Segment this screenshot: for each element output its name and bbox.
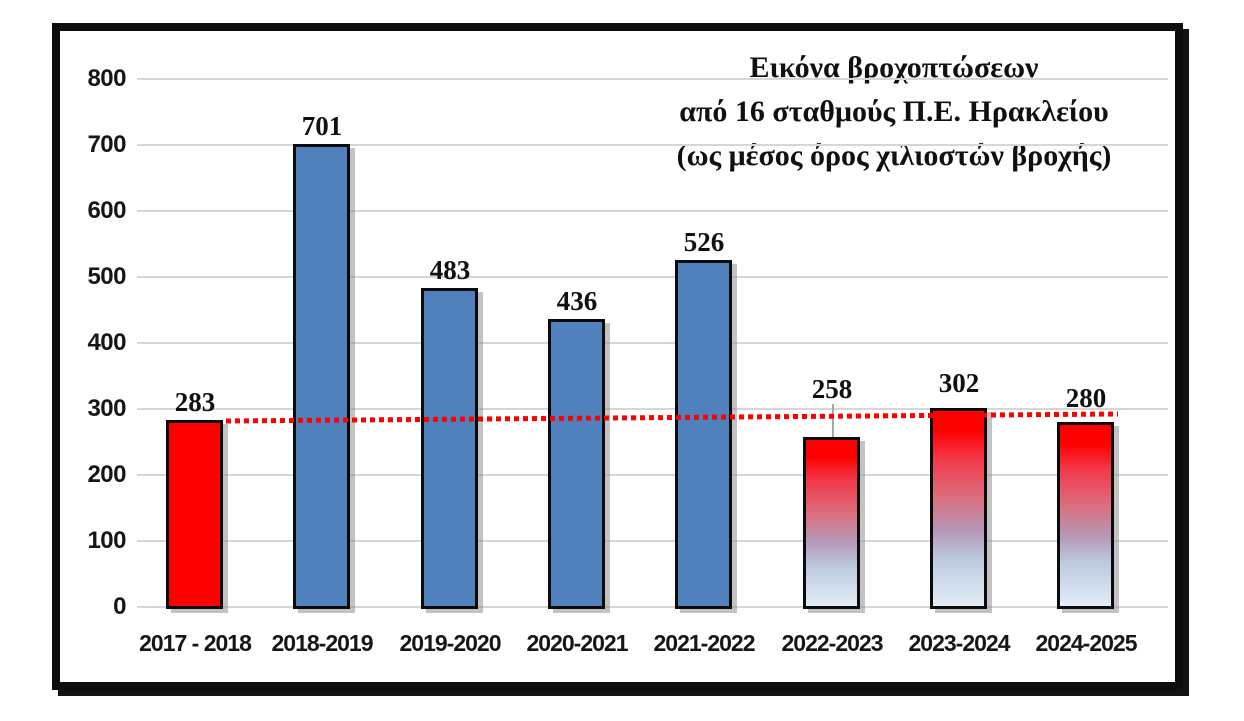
gridline-400 <box>137 342 1168 344</box>
bar-value-label: 283 <box>174 387 216 418</box>
chart-title-line-1: Εικόνα βροχοπτώσεων <box>749 51 1039 84</box>
x-axis-tick-label: 2019-2020 <box>399 630 502 656</box>
gridline-600 <box>137 210 1168 212</box>
label-leader-line <box>832 404 834 437</box>
bar-2020-2021 <box>548 319 605 609</box>
bar-2019-2020 <box>421 288 478 609</box>
bar-2017-2018 <box>166 420 223 609</box>
bar-2018-2019 <box>293 144 350 609</box>
y-axis-tick-label: 400 <box>87 329 126 356</box>
gridline-0 <box>137 606 1168 608</box>
y-axis-tick-label: 300 <box>87 395 126 422</box>
y-axis-tick-label: 600 <box>87 197 126 224</box>
x-axis-tick-label: 2017 - 2018 <box>139 630 252 656</box>
bar-2024-2025 <box>1057 422 1114 609</box>
chart-title-line-3: (ως μέσος όρος χιλιοστών βροχής) <box>676 139 1112 172</box>
bar-value-label: 280 <box>1065 383 1107 413</box>
bar-value-label: 302 <box>938 368 980 398</box>
bar-2021-2022 <box>675 259 732 609</box>
gridline-200 <box>137 474 1168 476</box>
y-axis-tick-label: 200 <box>87 461 126 488</box>
x-axis-tick-label: 2022-2023 <box>781 630 884 656</box>
gridline-800 <box>137 78 1168 80</box>
chart-title: Εικόνα βροχοπτώσεων από 16 σταθμούς Π.Ε.… <box>615 46 1173 178</box>
bar-2023-2024 <box>930 407 987 609</box>
gridline-300 <box>137 408 1168 410</box>
x-axis-tick-label: 2023-2024 <box>908 630 1011 656</box>
y-axis-tick-label: 800 <box>87 65 126 92</box>
bar-value-label: 436 <box>556 286 598 317</box>
chart-frame <box>52 23 1183 690</box>
chart-title-line-2: από 16 σταθμούς Π.Ε. Ηρακλείου <box>679 95 1109 128</box>
x-axis-tick-label: 2018-2019 <box>271 630 374 656</box>
bar-value-label: 258 <box>811 374 853 404</box>
bar-2022-2023 <box>803 436 860 609</box>
y-axis-tick-label: 500 <box>87 263 126 290</box>
bar-value-label: 526 <box>683 226 725 257</box>
x-axis-tick-label: 2020-2021 <box>526 630 629 656</box>
y-axis-tick-label: 700 <box>87 131 126 158</box>
gridline-500 <box>137 276 1168 278</box>
gridline-100 <box>137 540 1168 542</box>
gridline-700 <box>137 144 1168 146</box>
y-axis-tick-label: 100 <box>87 527 126 554</box>
y-axis-tick-label: 0 <box>113 593 126 620</box>
bar-value-label: 701 <box>301 111 343 142</box>
x-axis-tick-label: 2021-2022 <box>653 630 756 656</box>
x-axis-tick-label: 2024-2025 <box>1035 630 1138 656</box>
bar-value-label: 483 <box>429 255 471 286</box>
